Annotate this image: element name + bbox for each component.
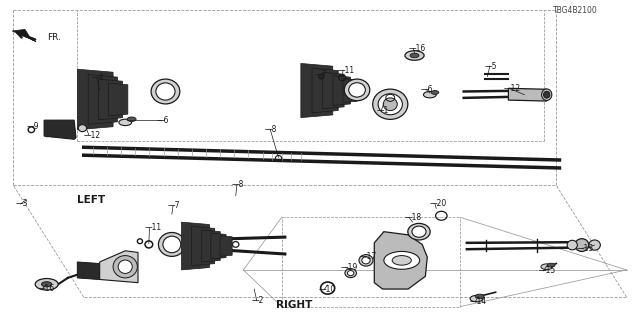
Polygon shape [508,88,547,101]
Text: TBG4B2100: TBG4B2100 [553,6,598,15]
Text: —10: —10 [319,285,336,294]
Text: —11: —11 [338,66,355,75]
Text: —6: —6 [157,116,169,125]
Text: —16: —16 [38,284,55,292]
Circle shape [470,295,483,302]
Polygon shape [100,251,138,283]
Circle shape [127,117,136,122]
Text: —14: —14 [470,297,487,306]
Polygon shape [99,79,122,120]
Ellipse shape [383,98,397,111]
Ellipse shape [163,236,180,253]
Polygon shape [220,236,232,256]
Polygon shape [88,75,118,124]
Circle shape [410,53,419,58]
Text: —1: —1 [376,106,388,115]
Text: —13: —13 [577,244,594,253]
Polygon shape [77,69,113,130]
Circle shape [547,263,555,267]
Text: —19: —19 [340,263,358,272]
Polygon shape [109,83,128,116]
Ellipse shape [589,240,600,250]
Polygon shape [77,262,100,279]
Ellipse shape [151,79,180,104]
Polygon shape [211,233,226,259]
Ellipse shape [344,79,370,101]
Text: FR.: FR. [47,33,61,42]
Ellipse shape [408,223,430,240]
Circle shape [405,51,424,60]
Ellipse shape [575,239,589,252]
Ellipse shape [541,89,552,100]
Polygon shape [12,29,36,42]
Ellipse shape [412,226,426,237]
Ellipse shape [156,83,175,100]
Text: LEFT: LEFT [77,195,106,205]
Ellipse shape [372,89,408,119]
Text: RIGHT: RIGHT [276,300,313,310]
Text: —20: —20 [430,199,447,208]
Ellipse shape [348,270,354,276]
Polygon shape [301,63,333,118]
Circle shape [119,119,132,125]
Text: —8: —8 [265,125,278,134]
Circle shape [431,91,439,94]
Polygon shape [181,222,209,270]
Text: —12: —12 [84,131,101,140]
Polygon shape [374,232,428,289]
Polygon shape [191,227,214,266]
Ellipse shape [113,256,138,278]
Circle shape [35,278,58,290]
Polygon shape [312,68,338,113]
Circle shape [424,92,436,98]
Polygon shape [202,230,220,262]
Ellipse shape [345,269,356,277]
Circle shape [392,256,412,265]
Text: —5: —5 [484,61,497,70]
Ellipse shape [543,91,550,98]
Text: —3: —3 [15,199,28,208]
Text: —2: —2 [252,296,264,305]
Circle shape [384,252,420,269]
Polygon shape [44,120,76,139]
Text: —17: —17 [360,252,377,261]
Text: —7: —7 [315,70,328,79]
Polygon shape [323,72,344,109]
Text: —6: —6 [421,85,433,94]
Circle shape [475,294,484,299]
Ellipse shape [78,124,86,132]
Ellipse shape [567,240,577,250]
Ellipse shape [378,94,403,115]
Text: —9: —9 [26,122,39,131]
Text: —4: —4 [92,73,104,82]
Text: —18: —18 [404,213,421,222]
Circle shape [541,264,552,270]
Ellipse shape [118,260,132,273]
Text: —11: —11 [145,223,161,232]
Ellipse shape [359,255,373,266]
Text: —16: —16 [408,44,426,53]
Polygon shape [343,79,357,102]
Polygon shape [333,76,351,105]
Text: —15: —15 [538,266,556,276]
Ellipse shape [349,83,365,97]
Text: —7: —7 [168,201,180,210]
Text: —8: —8 [232,180,244,189]
Circle shape [42,282,52,287]
Ellipse shape [159,233,185,256]
Ellipse shape [362,257,370,264]
Text: —12: —12 [504,84,521,93]
